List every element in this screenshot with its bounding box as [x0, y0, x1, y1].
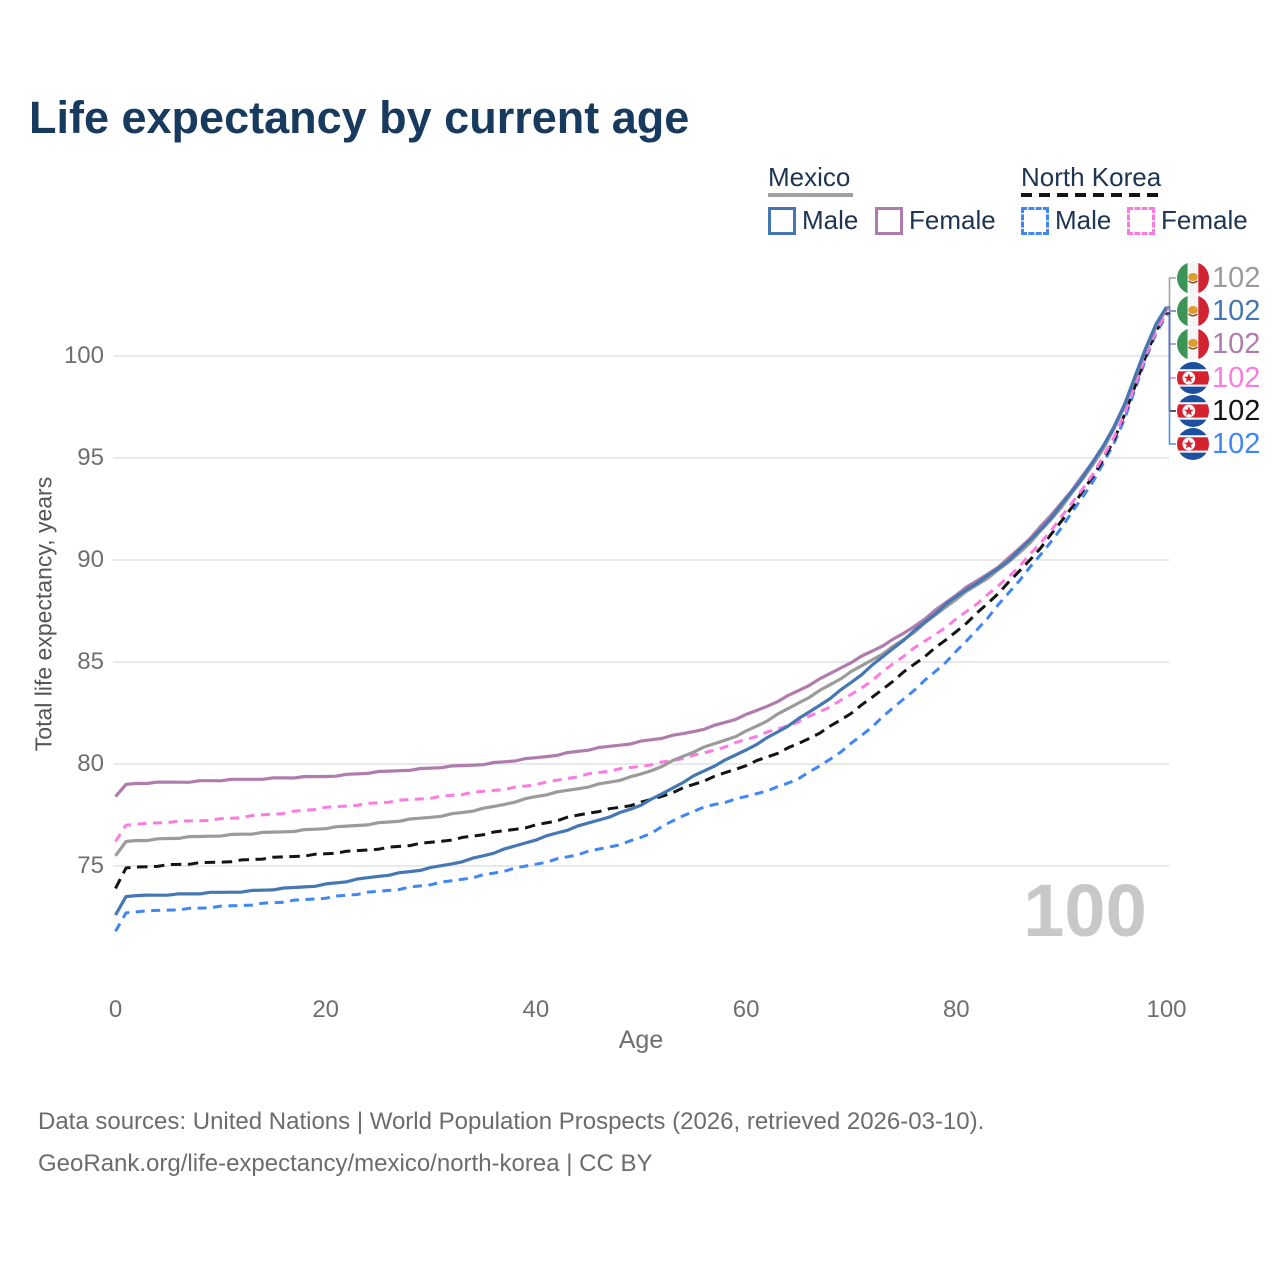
line-north-korea-total[interactable]	[114, 312, 1168, 890]
line-north-korea-female[interactable]	[114, 312, 1168, 843]
legend-item-north-korea-male[interactable]: Male	[1021, 205, 1111, 236]
end-value-label: 102	[1212, 328, 1260, 360]
end-label-connector	[1166, 312, 1176, 379]
legend-item-mexico-male[interactable]: Male	[768, 205, 858, 236]
line-mexico-total[interactable]	[114, 308, 1168, 857]
flag-mexico-icon	[1177, 328, 1209, 360]
legend-item-label: Male	[802, 205, 859, 235]
line-north-korea-male[interactable]	[114, 314, 1168, 933]
end-label-north-korea-female[interactable]: 102	[1177, 362, 1260, 394]
end-value-label: 102	[1212, 428, 1260, 460]
legend-item-label: Female	[909, 205, 996, 235]
mexico-female-swatch-icon	[875, 206, 903, 235]
flag-north-korea-icon	[1177, 395, 1209, 427]
y-tick-label: 80	[77, 750, 104, 777]
end-value-label: 102	[1212, 395, 1260, 427]
legend-group-mexico[interactable]: Mexico	[768, 162, 851, 192]
end-label-connector	[1166, 314, 1176, 445]
mexico-male-swatch-icon	[768, 206, 796, 235]
chart-title: Life expectancy by current age	[29, 92, 690, 143]
north-korea-female-swatch-icon	[1127, 206, 1155, 235]
footer-attribution: GeoRank.org/life-expectancy/mexico/north…	[38, 1150, 653, 1177]
legend-item-label: Male	[1055, 205, 1112, 235]
end-label-connector	[1166, 312, 1176, 412]
end-label-mexico-male[interactable]: 102	[1177, 295, 1260, 327]
y-tick-label: 95	[77, 444, 104, 471]
legend-group-north-korea[interactable]: North Korea	[1021, 162, 1162, 192]
end-value-label: 102	[1212, 362, 1260, 394]
end-label-connector	[1166, 277, 1176, 310]
y-tick-label: 90	[77, 546, 104, 573]
flag-mexico-icon	[1177, 262, 1209, 294]
y-tick-label: 85	[77, 648, 104, 675]
end-label-north-korea-male[interactable]: 102	[1177, 428, 1260, 460]
north-korea-male-swatch-icon	[1021, 206, 1049, 235]
x-tick-label: 40	[522, 996, 550, 1023]
legend-item-mexico-female[interactable]: Female	[875, 205, 996, 236]
x-axis-title: Age	[618, 1026, 664, 1054]
y-axis-title: Total life expectancy, years	[30, 476, 57, 752]
flag-mexico-icon	[1177, 295, 1209, 327]
end-label-mexico-total[interactable]: 102	[1177, 262, 1260, 294]
x-tick-label: 60	[732, 996, 760, 1023]
legend-item-north-korea-female[interactable]: Female	[1127, 205, 1248, 236]
end-value-label: 102	[1212, 262, 1260, 294]
footer-data-sources: Data sources: United Nations | World Pop…	[38, 1108, 985, 1135]
x-tick-label: 100	[1146, 996, 1187, 1023]
end-value-label: 102	[1212, 295, 1260, 327]
y-tick-label: 100	[63, 342, 104, 369]
end-label-north-korea-total[interactable]: 102	[1177, 395, 1260, 427]
end-label-mexico-female[interactable]: 102	[1177, 328, 1260, 360]
x-tick-label: 0	[108, 996, 123, 1023]
line-mexico-male[interactable]	[114, 306, 1168, 916]
end-label-connector	[1166, 308, 1176, 345]
line-mexico-female[interactable]	[114, 308, 1168, 798]
y-tick-label: 75	[77, 852, 104, 879]
x-tick-label: 20	[312, 996, 340, 1023]
legend-underline-north-korea-dashed-line	[1021, 193, 1164, 197]
legend-item-label: Female	[1161, 205, 1248, 235]
watermark-age-100: 100	[1023, 869, 1147, 952]
x-tick-label: 80	[942, 996, 970, 1023]
legend-underline-mexico-solid-line	[768, 193, 853, 197]
flag-north-korea-icon	[1177, 362, 1209, 394]
flag-north-korea-icon	[1177, 428, 1209, 460]
